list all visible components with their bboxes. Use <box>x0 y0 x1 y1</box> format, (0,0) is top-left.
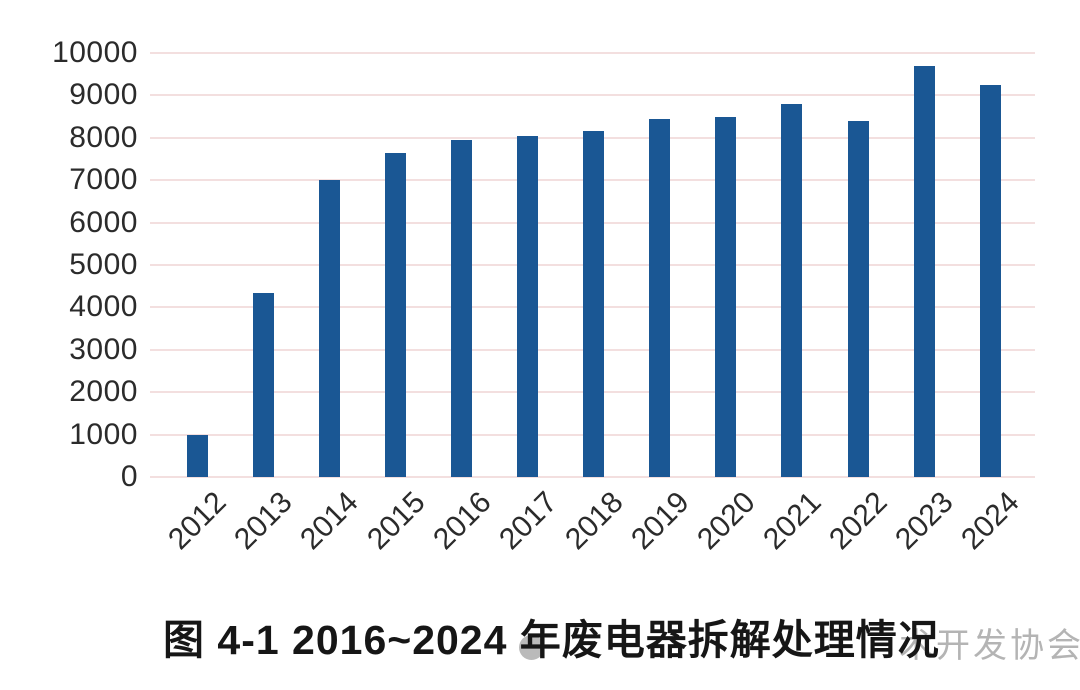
figure-caption: 图 4-1 2016~2024 年废电器拆解处理情况 <box>163 617 940 663</box>
y-tick-label-1000: 1000 <box>69 417 138 451</box>
x-tick-label-2013: 2013 <box>228 485 300 557</box>
x-tick-label-2024: 2024 <box>955 485 1027 557</box>
watermark-text: 术开发协会 <box>899 627 1080 665</box>
x-tick-label-2021: 2021 <box>757 485 828 557</box>
x-tick-label-2016: 2016 <box>426 485 498 557</box>
y-axis: 0 1000 2000 3000 4000 5000 6000 7000 8000 9000 100… <box>0 38 140 492</box>
bar-2014 <box>318 180 340 477</box>
bar-2020 <box>715 116 737 477</box>
x-tick-label-2020: 2020 <box>691 485 762 557</box>
bar-2023 <box>913 65 935 477</box>
watermark-circle-logo-icon <box>519 635 544 660</box>
gridline-0 <box>150 476 1035 478</box>
x-tick-label-2012: 2012 <box>162 485 233 557</box>
y-tick-label-2000: 2000 <box>69 375 138 409</box>
bar-2022 <box>847 120 869 477</box>
y-tick-label-3000: 3000 <box>69 332 138 366</box>
bar-2015 <box>384 152 406 477</box>
x-tick-label-2018: 2018 <box>558 485 630 557</box>
x-tick-label-2023: 2023 <box>889 485 961 557</box>
x-tick-label-2014: 2014 <box>294 485 366 557</box>
bar-2012 <box>186 434 208 477</box>
bar-2018 <box>583 131 605 477</box>
y-tick-label-0: 0 <box>120 460 138 493</box>
y-tick-label-10000: 10000 <box>52 36 138 69</box>
y-tick-label-8000: 8000 <box>69 120 138 154</box>
bar-2021 <box>781 103 803 477</box>
bar-2017 <box>517 135 538 477</box>
x-tick-label-2015: 2015 <box>360 485 432 557</box>
x-tick-label-2017: 2017 <box>492 485 564 557</box>
bar-chart-plot-area <box>150 52 1035 478</box>
bar-2024 <box>979 84 1001 477</box>
y-tick-label-6000: 6000 <box>69 205 138 239</box>
x-tick-label-2022: 2022 <box>823 485 894 557</box>
x-tick-label-2019: 2019 <box>625 485 696 557</box>
y-tick-label-7000: 7000 <box>69 163 138 197</box>
bar-2013 <box>252 292 274 477</box>
x-axis: 2012 2013 2014 2015 2016 2017 2018 2019 2020 2021… <box>150 479 1035 589</box>
gridline-10000 <box>150 52 1035 54</box>
y-tick-label-4000: 4000 <box>69 290 138 324</box>
gridline-9000 <box>150 94 1035 97</box>
bar-2019 <box>649 118 671 477</box>
y-tick-label-9000: 9000 <box>69 78 138 112</box>
y-tick-label-5000: 5000 <box>69 248 138 281</box>
bar-2016 <box>450 139 472 477</box>
